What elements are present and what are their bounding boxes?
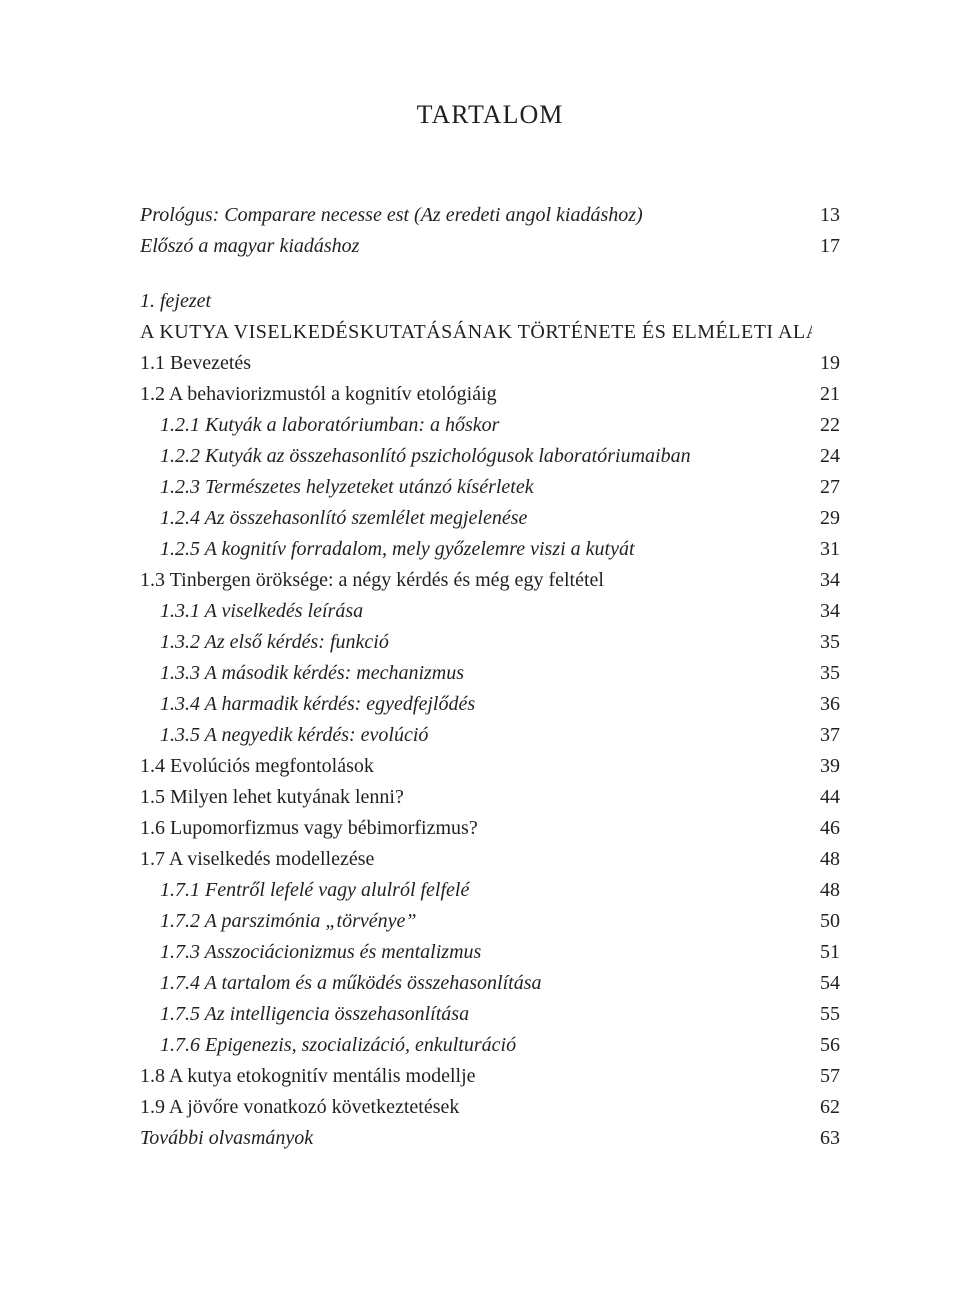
toc-entry-label: 1.3 Tinbergen öröksége: a négy kérdés és… [140, 565, 812, 596]
toc-entry: A KUTYA VISELKEDÉSKUTATÁSÁNAK TÖRTÉNETE … [140, 317, 840, 348]
toc-spacer [140, 262, 840, 286]
toc-entry-label: 1.7.3 Asszociácionizmus és mentalizmus [160, 937, 812, 968]
toc-entry-label: A KUTYA VISELKEDÉSKUTATÁSÁNAK TÖRTÉNETE … [140, 317, 812, 348]
toc-entry-page: 48 [812, 844, 840, 875]
toc-entry-page: 17 [812, 231, 840, 262]
toc-entry: 1.7.1 Fentről lefelé vagy alulról felfel… [140, 875, 840, 906]
toc-entry: 1.7.2 A parszimónia „törvénye”50 [140, 906, 840, 937]
toc-entry-page: 63 [812, 1123, 840, 1154]
toc-entry-label: 1.2.4 Az összehasonlító szemlélet megjel… [160, 503, 812, 534]
toc-entry: 1.7.3 Asszociácionizmus és mentalizmus51 [140, 937, 840, 968]
toc-entry-page: 39 [812, 751, 840, 782]
toc-entry-page: 31 [812, 534, 840, 565]
toc-entry-label: 1.5 Milyen lehet kutyának lenni? [140, 782, 812, 813]
toc-entry-label: 1. fejezet [140, 286, 812, 317]
toc-entry-label: 1.3.4 A harmadik kérdés: egyedfejlődés [160, 689, 812, 720]
toc-entry-label: 1.7.6 Epigenezis, szocializáció, enkultu… [160, 1030, 812, 1061]
toc-entry-label: 1.7 A viselkedés modellezése [140, 844, 812, 875]
toc-entry: 1.2.2 Kutyák az összehasonlító pszicholó… [140, 441, 840, 472]
toc-entry-page: 27 [812, 472, 840, 503]
toc-entry-label: 1.2.2 Kutyák az összehasonlító pszicholó… [160, 441, 812, 472]
toc-entry-page: 50 [812, 906, 840, 937]
toc-entry: 1.3.3 A második kérdés: mechanizmus35 [140, 658, 840, 689]
toc-entry: 1.1 Bevezetés19 [140, 348, 840, 379]
toc-entry: Előszó a magyar kiadáshoz17 [140, 231, 840, 262]
toc-entry: 1.7.5 Az intelligencia összehasonlítása5… [140, 999, 840, 1030]
toc-entry-label: 1.7.5 Az intelligencia összehasonlítása [160, 999, 812, 1030]
toc-entry-page: 34 [812, 565, 840, 596]
toc-entry-label: 1.3.3 A második kérdés: mechanizmus [160, 658, 812, 689]
toc-entry-label: 1.6 Lupomorfizmus vagy bébimorfizmus? [140, 813, 812, 844]
toc-entry: 1.2 A behaviorizmustól a kognitív etológ… [140, 379, 840, 410]
toc-entry-label: 1.7.1 Fentről lefelé vagy alulról felfel… [160, 875, 812, 906]
toc-entry-label: 1.3.5 A negyedik kérdés: evolúció [160, 720, 812, 751]
toc-entry-label: 1.8 A kutya etokognitív mentális modellj… [140, 1061, 812, 1092]
toc-entry-page: 51 [812, 937, 840, 968]
page-title: TARTALOM [140, 100, 840, 130]
toc-entry: 1.2.1 Kutyák a laboratóriumban: a hőskor… [140, 410, 840, 441]
toc-entry: 1.9 A jövőre vonatkozó következtetések62 [140, 1092, 840, 1123]
toc-entry-label: Prológus: Comparare necesse est (Az ered… [140, 200, 812, 231]
toc-entry-label: 1.2.3 Természetes helyzeteket utánzó kís… [160, 472, 812, 503]
toc-entry-page: 37 [812, 720, 840, 751]
toc-entry-page: 36 [812, 689, 840, 720]
toc-entry-page: 54 [812, 968, 840, 999]
toc-entry-label: 1.7.2 A parszimónia „törvénye” [160, 906, 812, 937]
toc-entry: Prológus: Comparare necesse est (Az ered… [140, 200, 840, 231]
toc-entry-page: 13 [812, 200, 840, 231]
toc-body: Prológus: Comparare necesse est (Az ered… [140, 200, 840, 1154]
toc-entry-label: További olvasmányok [140, 1123, 812, 1154]
toc-entry-page: 44 [812, 782, 840, 813]
toc-entry-page: 46 [812, 813, 840, 844]
toc-entry: 1.6 Lupomorfizmus vagy bébimorfizmus?46 [140, 813, 840, 844]
toc-entry-page: 35 [812, 627, 840, 658]
toc-entry-page: 22 [812, 410, 840, 441]
toc-entry-label: 1.2.1 Kutyák a laboratóriumban: a hőskor [160, 410, 812, 441]
toc-entry-page: 24 [812, 441, 840, 472]
toc-entry: 1.2.4 Az összehasonlító szemlélet megjel… [140, 503, 840, 534]
toc-entry-label: 1.2 A behaviorizmustól a kognitív etológ… [140, 379, 812, 410]
toc-entry-label: 1.3.1 A viselkedés leírása [160, 596, 812, 627]
toc-entry: 1.3.5 A negyedik kérdés: evolúció37 [140, 720, 840, 751]
toc-entry-page: 29 [812, 503, 840, 534]
toc-entry: 1.3 Tinbergen öröksége: a négy kérdés és… [140, 565, 840, 596]
toc-entry: 1. fejezet [140, 286, 840, 317]
toc-entry-page: 56 [812, 1030, 840, 1061]
toc-entry: 1.5 Milyen lehet kutyának lenni?44 [140, 782, 840, 813]
toc-entry: 1.7.4 A tartalom és a működés összehason… [140, 968, 840, 999]
toc-entry-page: 35 [812, 658, 840, 689]
toc-entry: 1.2.3 Természetes helyzeteket utánzó kís… [140, 472, 840, 503]
toc-entry-label: 1.7.4 A tartalom és a működés összehason… [160, 968, 812, 999]
toc-entry: 1.7 A viselkedés modellezése48 [140, 844, 840, 875]
toc-entry-label: 1.2.5 A kognitív forradalom, mely győzel… [160, 534, 812, 565]
toc-entry-page: 21 [812, 379, 840, 410]
toc-entry-label: 1.3.2 Az első kérdés: funkció [160, 627, 812, 658]
toc-entry: 1.3.1 A viselkedés leírása34 [140, 596, 840, 627]
toc-entry: 1.3.2 Az első kérdés: funkció35 [140, 627, 840, 658]
toc-page: TARTALOM Prológus: Comparare necesse est… [0, 0, 960, 1311]
toc-entry-page: 57 [812, 1061, 840, 1092]
toc-entry-page: 55 [812, 999, 840, 1030]
toc-entry-label: Előszó a magyar kiadáshoz [140, 231, 812, 262]
toc-entry-page: 34 [812, 596, 840, 627]
toc-entry-label: 1.1 Bevezetés [140, 348, 812, 379]
toc-entry: 1.2.5 A kognitív forradalom, mely győzel… [140, 534, 840, 565]
toc-entry: 1.4 Evolúciós megfontolások39 [140, 751, 840, 782]
toc-entry-label: 1.4 Evolúciós megfontolások [140, 751, 812, 782]
toc-entry-page: 48 [812, 875, 840, 906]
toc-entry-page: 62 [812, 1092, 840, 1123]
toc-entry: 1.7.6 Epigenezis, szocializáció, enkultu… [140, 1030, 840, 1061]
toc-entry: További olvasmányok63 [140, 1123, 840, 1154]
toc-entry-label: 1.9 A jövőre vonatkozó következtetések [140, 1092, 812, 1123]
toc-entry: 1.3.4 A harmadik kérdés: egyedfejlődés36 [140, 689, 840, 720]
toc-entry-page: 19 [812, 348, 840, 379]
toc-entry: 1.8 A kutya etokognitív mentális modellj… [140, 1061, 840, 1092]
